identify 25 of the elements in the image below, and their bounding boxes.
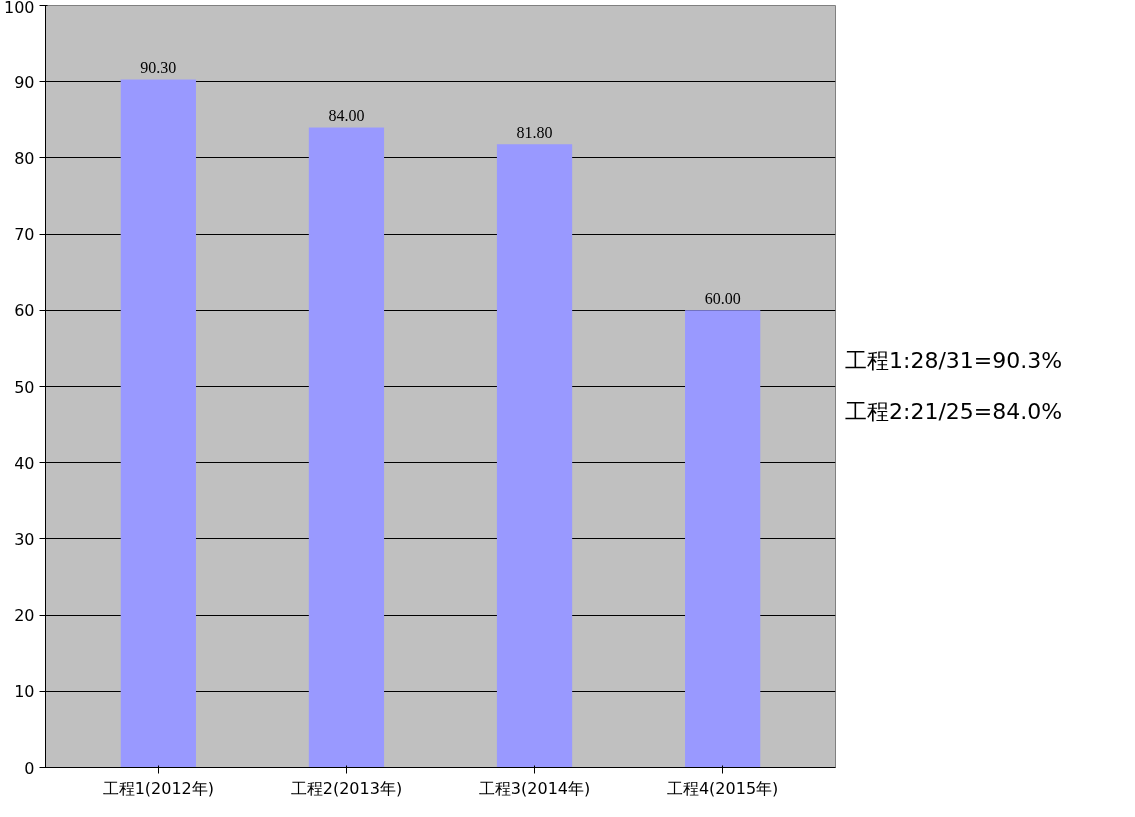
text: 工程2:21/25=84.0% (845, 398, 1063, 427)
y-tick-label: 20 (14, 606, 35, 626)
y-tick-label: 70 (14, 225, 35, 245)
y-tick-label: 30 (14, 529, 35, 549)
x-tick-label: 工程2(2013年) (290, 778, 403, 798)
text: 工程1:28/31=90.3% (845, 347, 1063, 375)
data-label: 84.00 (328, 107, 365, 125)
x-tick-label: 工程4(2015年) (666, 778, 779, 798)
bar (308, 127, 385, 768)
y-tick-label: 100 (3, 0, 35, 17)
data-label: 90.30 (140, 59, 177, 77)
x-tick-label: 工程3(2014年) (478, 778, 591, 798)
y-tick-label: 10 (14, 682, 35, 702)
y-tick-label: 60 (14, 301, 35, 321)
y-tick-label: 40 (14, 453, 35, 473)
y-tick-label: 90 (14, 72, 35, 92)
data-label: 60.00 (704, 290, 741, 308)
bar (685, 310, 761, 768)
bar (120, 79, 196, 768)
y-tick-label: 0 (24, 758, 35, 778)
x-tick-label: 工程1(2012年) (102, 778, 215, 798)
y-tick-label: 50 (14, 377, 35, 397)
bar (496, 144, 573, 768)
y-tick-label: 80 (14, 148, 35, 168)
data-label: 81.80 (516, 124, 553, 142)
